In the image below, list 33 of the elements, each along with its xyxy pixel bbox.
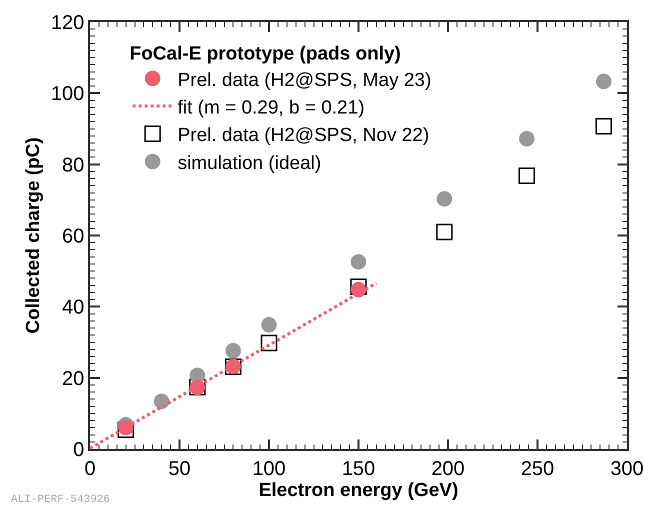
point [261,317,277,333]
y-tick-label: 120 [50,12,84,34]
y-tick-label: 100 [50,83,84,106]
point [595,118,612,135]
legend-label: Prel. data (H2@SPS, Nov 22) [178,125,430,146]
y-tick-label: 40 [62,296,84,319]
x-tick-label: 300 [610,458,644,480]
legend-label: Prel. data (H2@SPS, May 23) [178,70,432,91]
point [350,254,366,270]
x-tick-label: 100 [252,458,286,480]
text: ALI-PERF-543926 [11,494,110,506]
point [519,130,535,146]
x-tick-label: 150 [342,458,376,480]
y-tick-label: 0 [73,439,84,461]
point [596,74,612,90]
x-tick-label: 50 [168,458,191,480]
point [225,343,241,359]
y-tick-label: 60 [62,226,84,248]
legend-label: simulation (ideal) [178,152,322,174]
x-tick-label: 250 [520,458,554,480]
y-tick-label: 80 [62,154,84,176]
x-tick-label: 200 [431,458,465,480]
y-axis-title: Collected charge (pC) [23,137,44,334]
y-tick-label: 20 [62,368,84,390]
point [436,224,453,240]
point [518,167,536,184]
x-axis-title: Electron energy (GeV) [258,480,458,502]
legend-label: fit (m = 0.29, b = 0.21) [178,97,365,118]
point [350,278,367,295]
point [154,394,170,410]
point [436,191,452,207]
point [260,334,278,352]
legend-title: FoCal-E prototype (pads only) [130,44,401,65]
